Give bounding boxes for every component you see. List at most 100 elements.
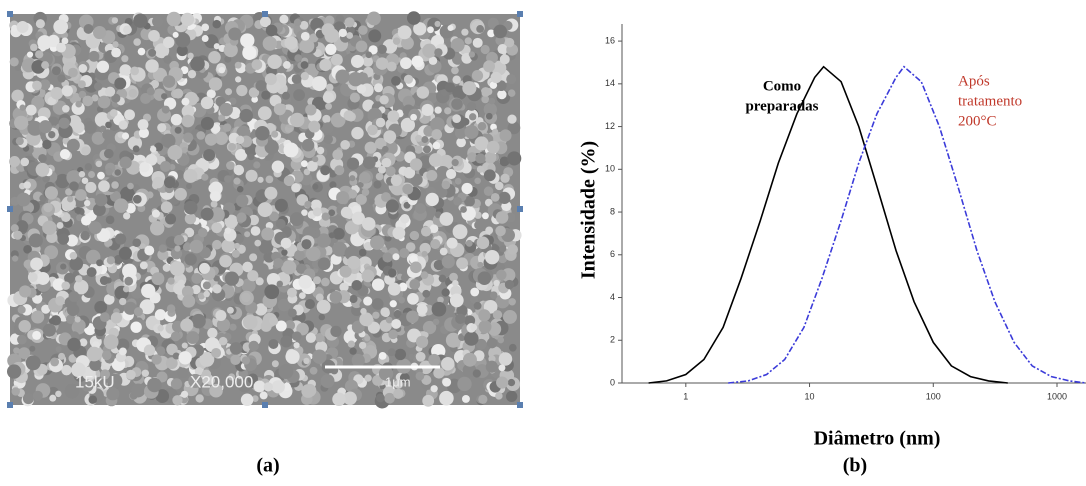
grain [378, 352, 387, 360]
grain [349, 294, 358, 304]
grain [456, 257, 469, 270]
grain [474, 136, 489, 151]
grain [391, 76, 401, 86]
grain [57, 233, 69, 245]
grain [379, 95, 389, 105]
grain [209, 383, 223, 398]
grain [240, 33, 255, 48]
grain [387, 110, 400, 123]
grain [257, 106, 272, 121]
grain [69, 256, 84, 271]
grain [94, 82, 103, 91]
grain [55, 390, 62, 398]
grain [86, 346, 102, 362]
grain [123, 301, 137, 315]
grain [84, 199, 91, 207]
grain [322, 122, 334, 134]
grain [235, 194, 249, 208]
grain [139, 299, 155, 315]
grain [358, 25, 368, 35]
grain [124, 109, 135, 121]
grain [289, 112, 305, 128]
grain [224, 175, 232, 183]
grain [14, 64, 22, 72]
grain [91, 94, 99, 102]
series-line [648, 65, 1008, 384]
grain [137, 119, 149, 131]
sem-image [6, 11, 522, 409]
grain [170, 113, 183, 126]
grain [305, 332, 316, 343]
grain [497, 253, 508, 264]
grain [473, 301, 482, 310]
grain [74, 316, 81, 323]
grain [119, 64, 132, 77]
grain [495, 35, 506, 46]
grain [504, 279, 515, 290]
grain [368, 198, 375, 205]
grain [42, 139, 52, 150]
grain [490, 192, 500, 202]
grain [291, 74, 302, 84]
grain [493, 279, 500, 287]
grain [343, 110, 355, 121]
grain [215, 309, 227, 322]
grain [150, 79, 160, 89]
grain [23, 244, 32, 254]
grain [253, 380, 266, 393]
grain [321, 277, 330, 287]
grain [434, 106, 442, 114]
grain [405, 242, 416, 252]
grain [131, 383, 146, 398]
grain [422, 43, 437, 58]
grain [466, 101, 477, 111]
grain [251, 395, 259, 402]
grain [348, 189, 358, 199]
grain [229, 323, 237, 331]
grain [339, 265, 352, 278]
grain [500, 173, 510, 183]
grain [359, 171, 371, 184]
grain [11, 24, 19, 32]
grain [235, 135, 245, 144]
grain [299, 292, 306, 300]
grain [384, 392, 395, 404]
grain [416, 86, 430, 99]
grain [508, 298, 516, 306]
grain [239, 108, 254, 123]
grain [225, 88, 233, 96]
grain [507, 244, 518, 255]
grain [361, 269, 375, 283]
grain [210, 191, 221, 202]
grain [394, 348, 407, 361]
grain [160, 161, 171, 172]
grain [468, 51, 476, 58]
grain [419, 242, 431, 255]
grain [81, 177, 89, 185]
grain [410, 173, 423, 186]
grain [406, 310, 419, 324]
grain [410, 113, 417, 121]
grain [32, 330, 42, 340]
grain [410, 261, 422, 274]
grain [301, 209, 308, 216]
grain [105, 167, 113, 176]
grain [255, 277, 264, 286]
grain [213, 275, 220, 282]
annotation: Após [958, 73, 990, 89]
grain [428, 353, 441, 366]
grain [132, 145, 140, 153]
grain [146, 87, 155, 96]
grain [495, 392, 503, 400]
grain [106, 256, 116, 265]
grain [263, 382, 273, 392]
grain [167, 277, 175, 285]
grain [247, 270, 259, 282]
grain [507, 151, 522, 166]
grain [392, 253, 400, 261]
grain [407, 293, 419, 305]
sem-scale: 1μm [385, 374, 411, 389]
grain [176, 45, 188, 57]
grain [94, 300, 108, 314]
grain [175, 32, 191, 48]
